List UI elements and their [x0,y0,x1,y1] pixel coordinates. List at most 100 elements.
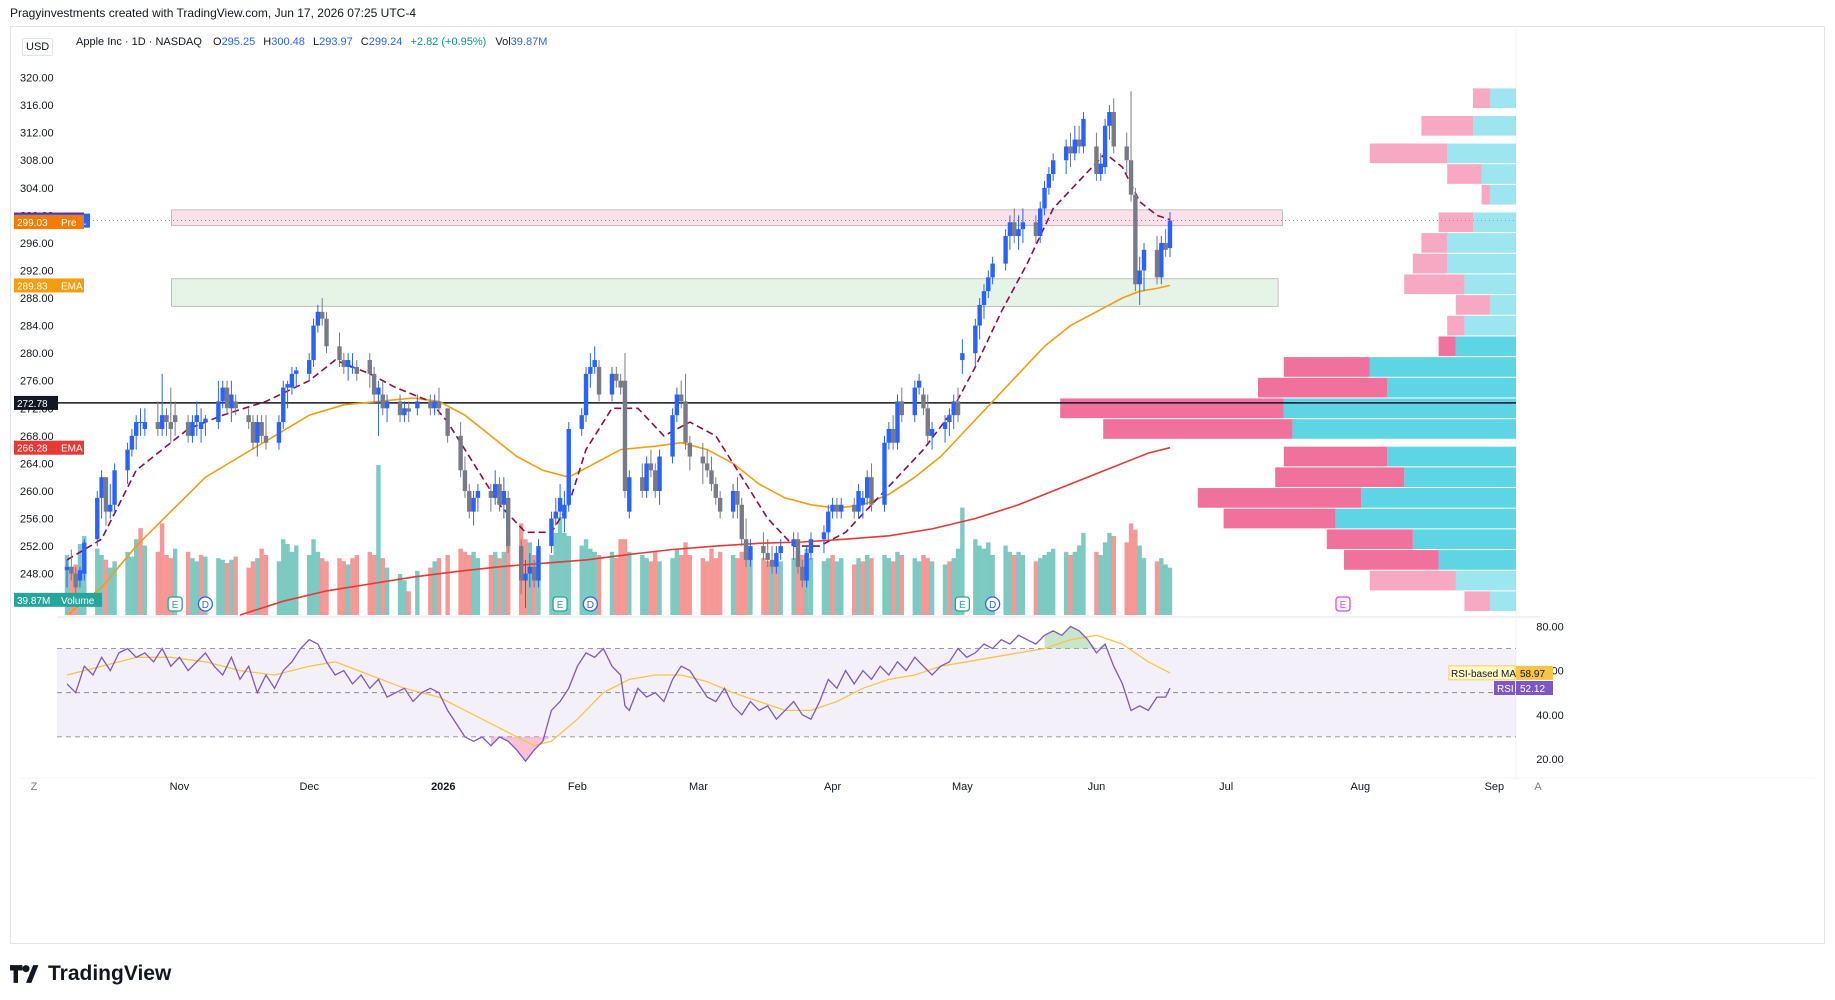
time-tick-label: May [952,781,973,793]
currency-label[interactable]: USD [22,38,54,56]
candle-body [648,463,654,471]
volume-bar [1102,542,1108,615]
symbol-name[interactable]: Apple Inc · 1D · NASDAQ [76,36,202,48]
candle-body [774,552,779,567]
candle-body [281,387,286,423]
candle-body [164,415,169,423]
volume-bar [1133,529,1138,615]
candle-body [579,415,584,429]
time-tick-label: 2026 [431,781,455,793]
volume-bar [1137,545,1142,615]
volume-bar [255,558,260,615]
earnings-icon [552,596,568,612]
candle-body [229,394,234,409]
candle-body [458,435,463,471]
candle-body [345,360,351,367]
volume-bar [1003,545,1008,615]
volume-bar [190,558,195,615]
candle-body [138,422,143,424]
candle-body [1012,222,1017,237]
vp-up-bar [1473,212,1516,233]
rsi-ma-value-bg [1516,665,1553,680]
candle-body [337,346,342,361]
volume-bar [99,555,104,615]
dividend-icon [984,596,1001,612]
time-axis[interactable]: Z Nov Dec 2026 Feb Mar Apr May Jun Jul Aug Sep A [31,781,1543,793]
candle-body [1107,112,1112,126]
price-badge-name-bg [58,215,84,230]
brand-name: TradingView [48,962,172,985]
candle-body [674,394,680,416]
vp-down-bar [1344,550,1439,570]
price-tick-label: 260.00 [20,486,54,498]
candle-body [112,470,117,505]
volume-bar [164,555,169,615]
time-tick-label: Mar [689,781,708,793]
volume-bar [1081,532,1086,615]
settings-icon[interactable]: A [1534,781,1542,793]
volume-bar [553,532,558,615]
time-tick-label: Feb [568,781,587,793]
open-label: O [213,36,222,48]
volume-bar [203,556,208,615]
candle-body [864,477,870,498]
volume-bar [795,551,801,615]
volume-bar [778,561,783,615]
time-tick-label: Z [31,781,38,793]
candle-body [319,311,325,319]
volume-bar [445,555,450,615]
candle-body [743,539,749,560]
vp-down-bar [1369,143,1448,164]
rsi-line [66,625,1171,763]
volume-bar [198,555,204,615]
candle-body [821,532,827,540]
volume-bar [1124,542,1129,615]
candle-body [1167,220,1173,249]
volume-bar [380,558,385,615]
price-badge-name-bg [58,592,102,607]
volume-bar [596,555,602,615]
volume-bar [830,555,835,615]
tradingview-logo[interactable]: TradingView [10,962,171,986]
candle-body [562,504,567,519]
volume-bar [679,555,684,615]
vp-down-bar [1197,488,1362,508]
volume-profile [1060,88,1516,612]
volume-bar [912,558,917,615]
candle-body [549,518,554,547]
rsi-badge: RSI 52.12 [1494,681,1553,696]
candle-body [653,470,658,491]
vp-down-bar [1223,508,1336,529]
time-tick-label: Jul [1219,781,1233,793]
volume-bar [246,567,251,615]
candle-body [804,552,809,581]
chart-frame [10,26,1825,944]
volume-bar [1007,551,1013,615]
vp-up-bar [1473,115,1516,136]
price-tick-label: 252.00 [20,541,54,553]
vp-up-bar [1292,419,1516,439]
low-label: L [312,36,320,48]
vp-up-bar [1447,233,1516,253]
candle-body [1111,112,1116,147]
volume-bar [493,551,498,615]
price-tick-label: 264.00 [20,458,54,470]
volume-bar [791,558,796,615]
candle-body [224,387,230,409]
volume-bar [683,542,688,615]
candle-body [341,360,347,367]
vp-up-bar [1387,446,1516,467]
candle-body [311,325,316,361]
candle-body [596,366,602,395]
vp-up-bar [1412,529,1516,550]
volume-bar [259,548,264,615]
volume-bar [345,564,351,615]
volume-bar [743,545,749,615]
vp-down-bar [1258,377,1387,398]
volume-bar [713,558,719,615]
price-tick-label: 284.00 [20,321,54,333]
volume-bar [990,555,995,615]
volume-bar [977,545,982,615]
